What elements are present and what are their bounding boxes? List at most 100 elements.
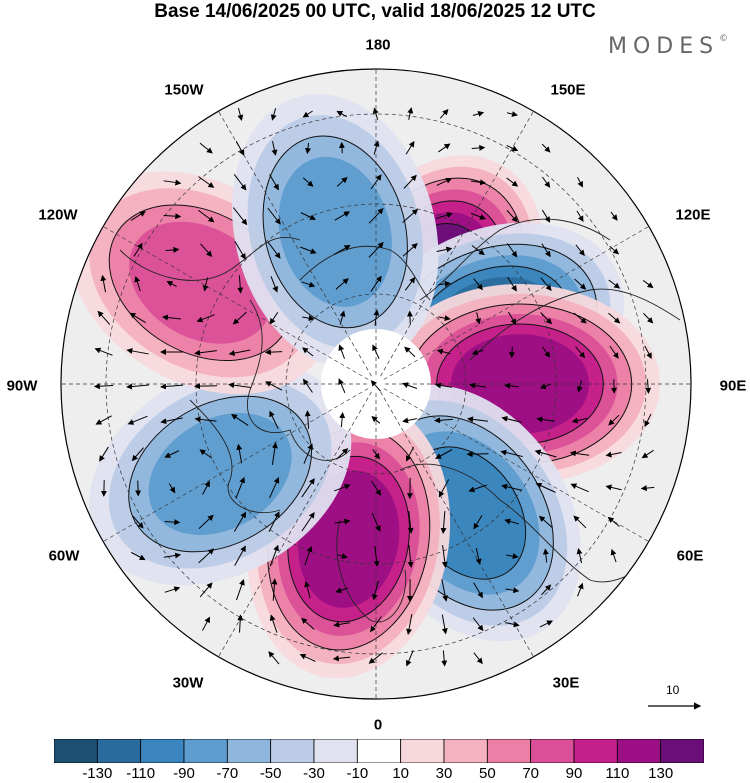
wind-vector [198, 548, 215, 564]
wind-vector [641, 449, 654, 459]
wind-vector [573, 515, 587, 529]
wind-vector [304, 581, 311, 599]
wind-vector [406, 310, 413, 325]
wind-vector [475, 312, 482, 325]
colorbar-tick-label: -90 [173, 765, 195, 782]
wind-vector [577, 582, 584, 597]
wind-vector [542, 548, 549, 563]
wind-vector [370, 616, 382, 633]
wind-vector [571, 417, 588, 424]
colorbar-segment [660, 739, 704, 763]
wind-vector [301, 281, 316, 288]
wind-vector [232, 207, 248, 226]
wind-vector [194, 349, 217, 356]
wind-vector [370, 380, 381, 392]
wind-vector [199, 582, 213, 598]
wind-vector [196, 314, 215, 323]
wind-vector [506, 145, 519, 152]
wind-vector [640, 485, 655, 492]
wind-vector [302, 347, 314, 357]
wind-vector [473, 278, 483, 291]
lon-label-30e: 30E [552, 674, 580, 692]
modes-logo: MODES© [608, 34, 728, 59]
colorbar-segment [573, 739, 618, 763]
copyright-mark: © [719, 34, 729, 44]
colorbar-tick-label: -70 [216, 765, 239, 782]
wind-vector [300, 212, 317, 220]
wind-vector [127, 415, 148, 425]
wind-vector [505, 621, 520, 628]
wind-vector [302, 378, 313, 393]
wind-vector [536, 416, 555, 423]
wind-vector [302, 177, 314, 187]
wind-vector [199, 449, 213, 459]
wind-vector [540, 312, 553, 325]
wind-vector [534, 449, 557, 458]
wind-vector [576, 210, 584, 222]
coastline-segment [299, 245, 431, 301]
wind-vector [336, 110, 347, 118]
wind-vector [199, 142, 213, 154]
wind-vector [135, 480, 142, 497]
wind-vector [539, 620, 553, 628]
wind-vector [368, 652, 383, 664]
colorbar-tick-label: 50 [478, 765, 496, 782]
colorbar-tick-label: 90 [565, 765, 583, 782]
wind-vector [576, 380, 583, 393]
colorbar-segment [140, 739, 185, 763]
wind-vector [336, 448, 349, 460]
wind-vector [507, 276, 517, 292]
wind-vector [435, 449, 453, 459]
coastline-segment [469, 288, 681, 361]
colorbar-tick-label: -130 [82, 765, 113, 782]
wind-vector [130, 211, 146, 221]
wind-vector [541, 209, 551, 223]
wind-vector [473, 515, 483, 530]
wind-vector [506, 111, 518, 117]
wind-vector [469, 382, 486, 389]
map-title: Base 14/06/2025 00 UTC, valid 18/06/2025… [154, 1, 596, 22]
wind-vector [338, 378, 346, 393]
wind-vector [198, 176, 215, 188]
lon-label-60w: 60W [48, 547, 80, 565]
wind-vector [131, 551, 146, 561]
wind-vector [194, 416, 217, 423]
wind-vector [507, 311, 517, 325]
wind-vector [642, 280, 654, 289]
wind-vector [270, 276, 278, 293]
wind-vector [645, 379, 652, 394]
wind-vector [541, 243, 551, 258]
lon-label-0: 0 [373, 716, 383, 734]
wind-vector [609, 245, 620, 255]
wind-vector [607, 516, 620, 527]
wind-vector [371, 512, 381, 532]
wind-vector [126, 348, 149, 355]
wind-vector [472, 617, 484, 632]
wind-vector [339, 310, 346, 325]
wind-vector [605, 484, 622, 491]
wind-vector [373, 140, 380, 155]
wind-vector [438, 280, 451, 287]
wind-vector [93, 383, 114, 390]
wind-vector [436, 178, 453, 186]
anomaly-contour-fill [129, 221, 273, 344]
wind-vector [334, 484, 351, 492]
wind-vector [336, 176, 348, 187]
wind-vector [372, 344, 380, 359]
wind-vector [539, 383, 552, 390]
colorbar-segment [356, 739, 402, 763]
wind-vector [133, 242, 143, 257]
coastline-segment [419, 218, 611, 301]
wind-vector [337, 553, 348, 559]
wind-vector [269, 477, 280, 499]
wind-vector [268, 511, 280, 533]
wind-vector [610, 548, 617, 563]
colorbar-segment [530, 739, 575, 763]
meridian-line [380, 111, 534, 377]
wind-vector [237, 614, 244, 633]
wind-vector [271, 578, 278, 601]
wind-vector [333, 621, 350, 628]
wind-vector [573, 312, 587, 324]
wind-vector [228, 349, 251, 356]
wind-vector [168, 483, 176, 494]
